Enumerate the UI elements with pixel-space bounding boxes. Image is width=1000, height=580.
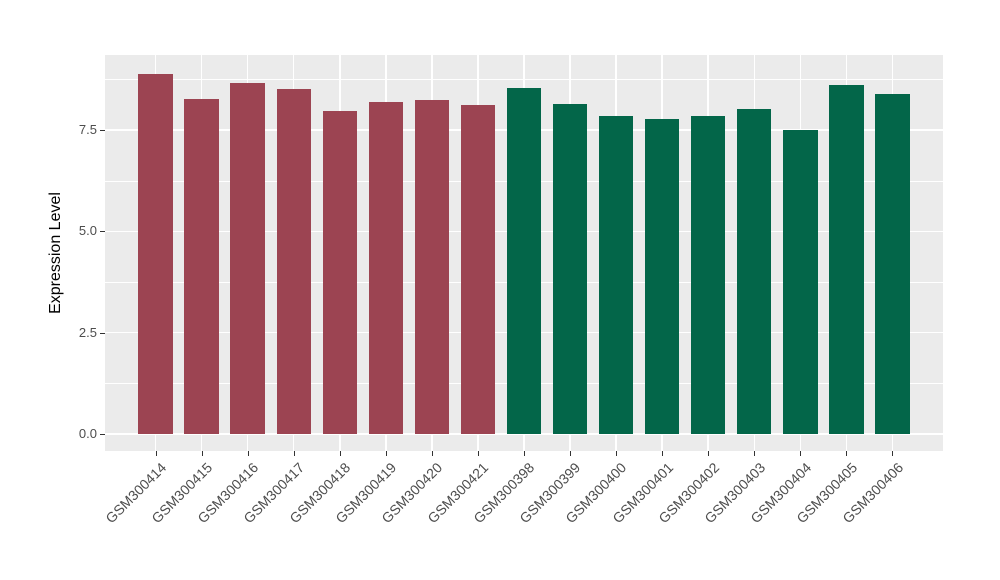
bar-GSM300414 xyxy=(138,74,173,434)
bar-GSM300416 xyxy=(230,82,265,434)
bar-GSM300401 xyxy=(644,119,680,434)
bar-GSM300420 xyxy=(414,99,450,434)
bar-GSM300399 xyxy=(552,103,588,434)
y-tick-label: 5.0 xyxy=(78,223,97,239)
bar-GSM300417 xyxy=(276,89,312,434)
x-tick-mark xyxy=(477,451,479,456)
x-tick-mark xyxy=(800,451,802,456)
plot-panel xyxy=(105,55,943,451)
bar-GSM300398 xyxy=(506,87,542,434)
bar-GSM300405 xyxy=(829,85,864,434)
bar-GSM300419 xyxy=(368,101,404,434)
x-tick-mark xyxy=(339,451,341,456)
bar-GSM300403 xyxy=(736,109,772,434)
x-tick-mark xyxy=(155,451,157,456)
bar-GSM300415 xyxy=(184,98,219,434)
x-tick-mark xyxy=(846,451,848,456)
bar-GSM300418 xyxy=(322,110,358,434)
y-tick-mark xyxy=(100,332,105,334)
y-tick-label: 0.0 xyxy=(78,426,97,441)
x-tick-mark xyxy=(754,451,756,456)
x-tick-mark xyxy=(570,451,572,456)
bar-GSM300402 xyxy=(690,115,726,434)
bar-GSM300404 xyxy=(782,130,818,434)
x-tick-mark xyxy=(201,451,203,456)
x-tick-mark xyxy=(662,451,664,456)
x-tick-mark xyxy=(293,451,295,456)
x-tick-mark xyxy=(524,451,525,456)
y-tick-mark xyxy=(100,231,105,233)
bar-GSM300421 xyxy=(460,104,496,434)
x-tick-mark xyxy=(247,451,249,456)
y-tick-label: 7.5 xyxy=(78,122,97,137)
x-tick-mark xyxy=(708,451,710,456)
bar-GSM300406 xyxy=(875,94,910,434)
x-tick-mark xyxy=(431,451,433,456)
bar-GSM300400 xyxy=(598,115,634,434)
y-tick-mark xyxy=(100,130,105,131)
y-axis-title: Expression Level xyxy=(47,192,64,314)
x-tick-mark xyxy=(892,451,894,456)
x-tick-mark xyxy=(385,451,387,456)
x-tick-mark xyxy=(616,451,618,456)
y-tick-mark xyxy=(100,434,105,435)
y-tick-label: 2.5 xyxy=(78,324,97,340)
